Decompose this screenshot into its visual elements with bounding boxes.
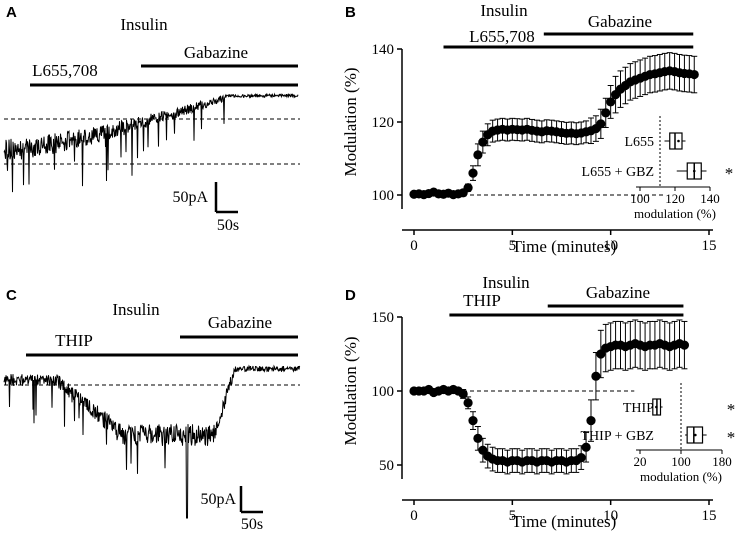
y-tick-label: 120 bbox=[372, 115, 395, 131]
data-point bbox=[478, 137, 488, 147]
data-point bbox=[586, 416, 596, 426]
panel-d-ylabel: Modulation (%) bbox=[341, 336, 360, 445]
panel-b-ylabel: Modulation (%) bbox=[341, 67, 360, 176]
panel-c-letter: C bbox=[6, 287, 17, 304]
inset-significance-star: * bbox=[727, 428, 736, 447]
inset-mean-dot bbox=[677, 139, 680, 143]
inset-row-label: L655 + GBZ bbox=[582, 165, 654, 180]
data-point bbox=[463, 398, 473, 408]
panel-b-drug1-label: L655,708 bbox=[469, 27, 535, 46]
y-tick-label: 100 bbox=[372, 384, 395, 400]
panel-d-drug2-label: Gabazine bbox=[586, 283, 650, 302]
inset-row-label: L655 bbox=[624, 135, 654, 150]
panel-a-drug1-label: L655,708 bbox=[32, 61, 98, 80]
data-point bbox=[581, 442, 591, 452]
panel-d-axes: 50 100 150 0 5 10 15 bbox=[372, 310, 717, 524]
data-point bbox=[679, 340, 690, 350]
panel-a-current-trace bbox=[3, 92, 299, 193]
data-point bbox=[596, 119, 606, 129]
panel-d-letter: D bbox=[345, 287, 356, 304]
panel-d-series bbox=[409, 319, 690, 475]
panel-b-letter: B bbox=[345, 4, 356, 21]
panel-a-insulin-label: Insulin bbox=[120, 15, 168, 34]
inset-significance-star: * bbox=[727, 400, 736, 419]
panel-a-drug2-label: Gabazine bbox=[184, 43, 248, 62]
data-point bbox=[473, 150, 483, 160]
y-tick-label: 100 bbox=[372, 188, 395, 204]
inset-box bbox=[669, 132, 683, 150]
panel-b-axes: 100 120 140 0 5 10 15 bbox=[372, 42, 717, 254]
panel-c-drug1-label: THIP bbox=[55, 331, 93, 350]
data-point bbox=[468, 168, 478, 178]
inset-x-tick-label: 120 bbox=[665, 191, 685, 206]
panel-d-title: Insulin bbox=[482, 273, 530, 292]
data-point bbox=[576, 453, 586, 463]
data-point bbox=[468, 416, 478, 426]
panel-b-title: Insulin bbox=[480, 1, 528, 20]
panel-d-xlabel: Time (minutes) bbox=[512, 512, 617, 531]
inset-mean-dot bbox=[692, 169, 696, 173]
x-tick-label: 0 bbox=[410, 508, 418, 524]
data-point bbox=[473, 433, 483, 443]
y-tick-label: 50 bbox=[379, 458, 394, 474]
panel-a-scale-y-label: 50pA bbox=[172, 189, 208, 206]
panel-d: D Insulin THIP Gabazine 50 100 150 0 5 10 15 M… bbox=[341, 273, 735, 531]
panel-d-drug1-label: THIP bbox=[463, 291, 501, 310]
panel-c: C Insulin THIP Gabazine 50pA 50s bbox=[3, 287, 301, 533]
y-tick-label: 140 bbox=[372, 42, 395, 58]
x-tick-label: 10 bbox=[603, 238, 618, 254]
x-tick-label: 5 bbox=[509, 238, 517, 254]
panel-c-insulin-label: Insulin bbox=[112, 300, 160, 319]
data-point bbox=[458, 389, 468, 399]
panel-b-xlabel: Time (minutes) bbox=[512, 237, 617, 256]
panel-c-drug2-label: Gabazine bbox=[208, 313, 272, 332]
inset-significance-star: * bbox=[725, 164, 734, 183]
inset-row-label: THIP bbox=[623, 401, 654, 416]
panel-b-drug2-label: Gabazine bbox=[588, 12, 652, 31]
inset-x-tick-label: 100 bbox=[630, 191, 650, 206]
inset-x-tick-label: 100 bbox=[671, 454, 691, 469]
data-point bbox=[463, 183, 473, 193]
data-point bbox=[591, 371, 601, 381]
data-point bbox=[601, 108, 611, 118]
x-tick-label: 0 bbox=[410, 238, 418, 254]
inset-x-tick-label: 20 bbox=[634, 454, 647, 469]
inset-row-label: THIP + GBZ bbox=[581, 429, 655, 444]
inset-x-tick-label: 140 bbox=[700, 191, 720, 206]
x-tick-label: 5 bbox=[509, 508, 517, 524]
panel-c-scale-x-label: 50s bbox=[241, 516, 263, 533]
x-tick-label: 10 bbox=[603, 508, 618, 524]
inset-x-tick-label: 180 bbox=[712, 454, 732, 469]
data-point bbox=[606, 97, 616, 107]
inset-mean-dot bbox=[694, 433, 697, 437]
x-tick-label: 15 bbox=[702, 508, 717, 524]
panel-a-letter: A bbox=[6, 4, 17, 21]
inset-xlabel: modulation (%) bbox=[634, 206, 716, 221]
panel-c-current-trace bbox=[3, 364, 301, 519]
panel-c-scale-y-label: 50pA bbox=[200, 491, 236, 508]
panel-a: A Insulin L655,708 Gabazine 50pA 50s bbox=[3, 4, 300, 234]
x-tick-label: 15 bbox=[702, 238, 717, 254]
panel-b-series bbox=[409, 52, 699, 200]
y-tick-label: 150 bbox=[372, 310, 395, 326]
data-point bbox=[689, 69, 699, 80]
inset-xlabel: modulation (%) bbox=[640, 469, 722, 484]
panel-a-scale-x-label: 50s bbox=[217, 217, 239, 234]
inset-mean-dot bbox=[655, 405, 658, 409]
